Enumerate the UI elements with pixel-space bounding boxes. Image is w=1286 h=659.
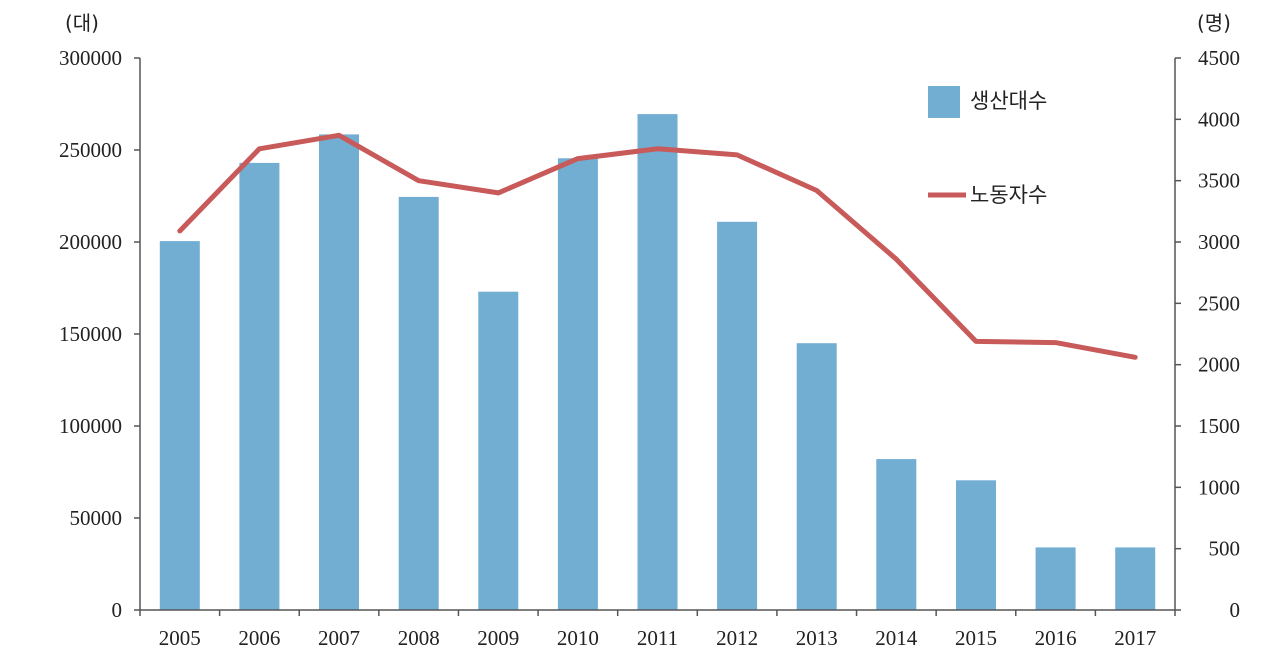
right-tick-label: 1000: [1198, 475, 1240, 499]
left-axis-unit-label: (대): [65, 11, 99, 35]
x-tick-label-2007: 2007: [318, 626, 360, 650]
right-tick-label: 500: [1209, 537, 1241, 561]
bar-2008: [398, 196, 439, 610]
bar-2014: [876, 459, 917, 610]
bar-2005: [159, 241, 200, 610]
x-tick-label-2005: 2005: [159, 626, 201, 650]
right-tick-label: 2500: [1198, 291, 1240, 315]
right-tick-label: 4000: [1198, 107, 1240, 131]
tick-labels-group: 0 50000 100000 150000 200000 250000 300000 0 500…: [59, 46, 1240, 650]
bar-2012: [717, 221, 758, 611]
right-tick-label: 4500: [1198, 46, 1240, 70]
bar-2015: [956, 480, 996, 610]
left-tick-label: 50000: [70, 506, 123, 530]
left-tick-label: 100000: [59, 414, 122, 438]
right-tick-label: 0: [1230, 598, 1241, 622]
right-tick-label: 3000: [1198, 230, 1240, 254]
x-tick-label-2014: 2014: [875, 626, 918, 650]
line-series-group: [177, 132, 1138, 360]
legend-label-line: 노동자수: [970, 183, 1047, 207]
right-tick-label: 3500: [1198, 169, 1240, 193]
bar-2010: [557, 158, 598, 611]
x-tick-label-2008: 2008: [398, 626, 440, 650]
x-tick-label-2011: 2011: [637, 626, 678, 650]
legend-label-bar: 생산대수: [970, 89, 1047, 113]
bar-2016: [1035, 547, 1076, 610]
x-tick-label-2012: 2012: [716, 626, 758, 650]
x-tick-label-2010: 2010: [557, 626, 599, 650]
left-tick-label: 0: [112, 598, 123, 622]
right-tick-label: 1500: [1198, 414, 1240, 438]
right-axis-unit-label: (명): [1197, 11, 1231, 35]
axes-group: [134, 57, 1181, 616]
bar-2017: [1115, 547, 1156, 610]
bar-2009: [478, 291, 519, 610]
x-tick-label-2013: 2013: [796, 626, 838, 650]
left-tick-label: 250000: [59, 138, 122, 162]
x-tick-label-2006: 2006: [238, 626, 280, 650]
bar-series-group: [159, 114, 1156, 611]
x-tick-label-2009: 2009: [477, 626, 519, 650]
legend-swatch-bar: [928, 86, 960, 118]
left-tick-label: 150000: [59, 322, 122, 346]
x-tick-label-2016: 2016: [1035, 626, 1077, 650]
bar-2011: [637, 114, 678, 610]
bar-2007: [319, 134, 359, 610]
bar-2013: [796, 343, 837, 610]
x-tick-label-2015: 2015: [955, 626, 997, 650]
bar-2006: [239, 162, 280, 610]
right-tick-label: 2000: [1198, 353, 1240, 377]
left-tick-label: 200000: [59, 230, 122, 254]
x-tick-label-2017: 2017: [1114, 626, 1156, 650]
legend: 생산대수 노동자수: [928, 86, 1047, 207]
left-tick-label: 300000: [59, 46, 122, 70]
